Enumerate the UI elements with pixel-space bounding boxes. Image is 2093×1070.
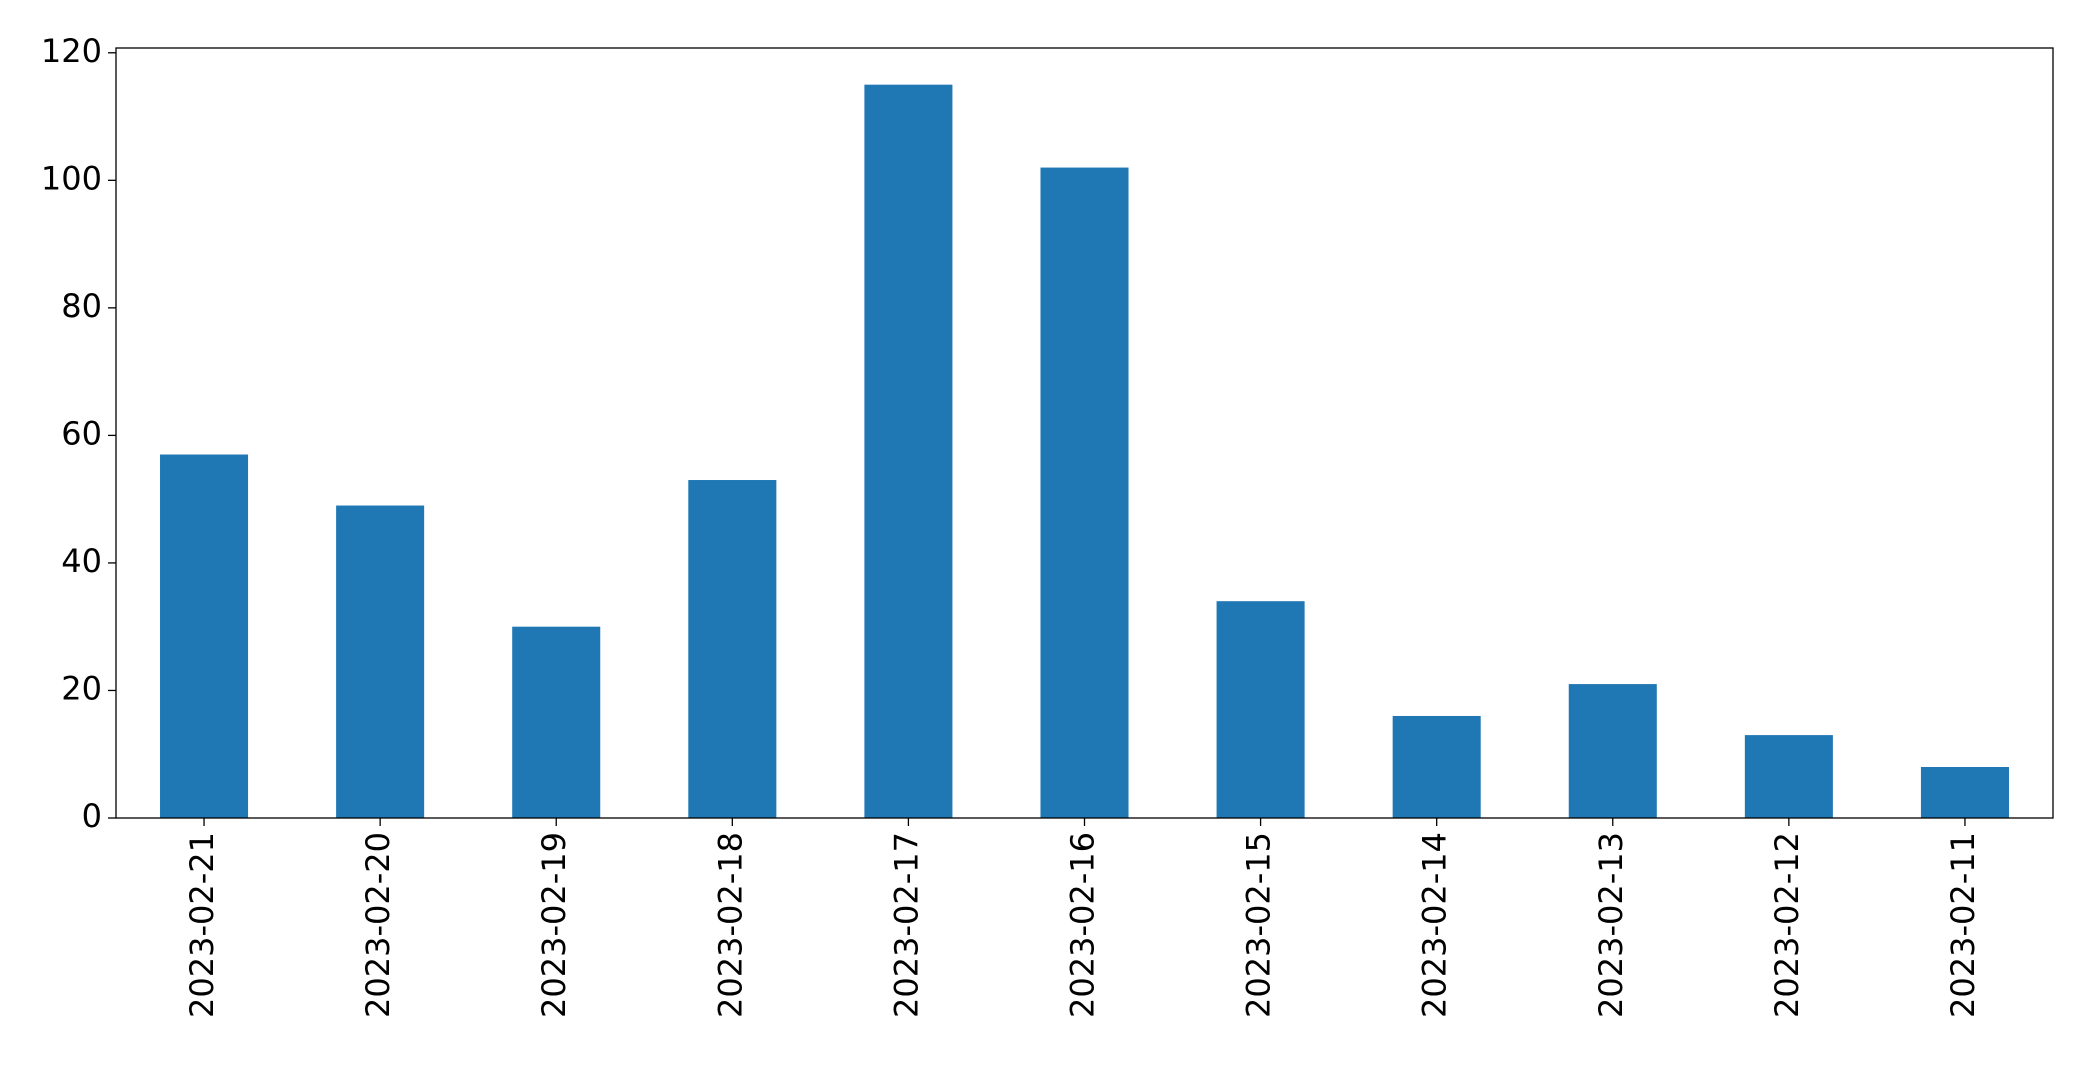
x-tick-label: 2023-02-20 — [359, 832, 397, 1018]
y-tick-label: 100 — [41, 159, 102, 197]
bar — [1920, 766, 2009, 818]
plot-frame — [115, 47, 2054, 819]
bar — [1568, 684, 1657, 818]
y-tick-label: 0 — [82, 797, 102, 835]
x-tick-label: 2023-02-16 — [1064, 832, 1102, 1018]
bar — [336, 505, 425, 818]
y-tick-label: 80 — [61, 287, 102, 325]
bar — [864, 84, 953, 818]
x-tick-label: 2023-02-15 — [1240, 832, 1278, 1018]
bar — [688, 480, 777, 818]
bar — [1744, 735, 1833, 818]
bar — [512, 626, 601, 818]
x-tick-label: 2023-02-14 — [1416, 832, 1454, 1018]
x-tick-label: 2023-02-13 — [1592, 832, 1630, 1018]
y-tick-label: 120 — [41, 32, 102, 70]
x-tick-label: 2023-02-21 — [183, 832, 221, 1018]
bar — [160, 454, 249, 818]
bar — [1040, 167, 1129, 819]
x-tick-label: 2023-02-19 — [535, 832, 573, 1018]
x-tick-label: 2023-02-12 — [1768, 832, 1806, 1018]
y-tick-label: 20 — [61, 669, 102, 707]
y-tick-label: 40 — [61, 542, 102, 580]
x-tick-label: 2023-02-18 — [711, 832, 749, 1018]
x-tick-label: 2023-02-11 — [1944, 832, 1982, 1018]
y-tick-label: 60 — [61, 414, 102, 452]
x-tick-label: 2023-02-17 — [887, 832, 925, 1018]
bar — [1216, 601, 1305, 818]
bar — [1392, 715, 1481, 818]
